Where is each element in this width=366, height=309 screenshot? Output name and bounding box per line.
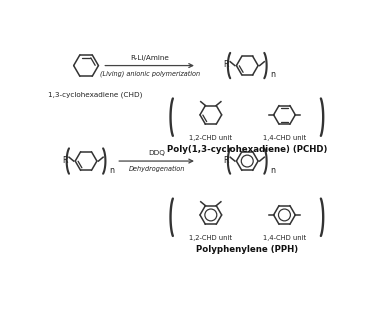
Text: R: R — [223, 60, 229, 69]
Text: Dehydrogenation: Dehydrogenation — [128, 166, 185, 172]
Text: R-Li/Amine: R-Li/Amine — [130, 55, 169, 61]
Text: Polyphenylene (PPH): Polyphenylene (PPH) — [196, 245, 298, 254]
Text: 1,4-CHD unit: 1,4-CHD unit — [263, 135, 306, 141]
Text: n: n — [270, 166, 276, 175]
Text: 1,2-CHD unit: 1,2-CHD unit — [189, 135, 232, 141]
Text: Poly(1,3-cyclohexadiene) (PCHD): Poly(1,3-cyclohexadiene) (PCHD) — [167, 145, 328, 154]
Text: n: n — [109, 166, 114, 175]
Text: R: R — [62, 156, 67, 165]
Text: 1,4-CHD unit: 1,4-CHD unit — [263, 235, 306, 241]
Text: (Living) anionic polymerization: (Living) anionic polymerization — [100, 70, 200, 77]
Text: 1,2-CHD unit: 1,2-CHD unit — [189, 235, 232, 241]
Text: 1,3-cyclohexadiene (CHD): 1,3-cyclohexadiene (CHD) — [48, 92, 142, 98]
Text: DDQ: DDQ — [148, 150, 165, 156]
Text: n: n — [270, 70, 276, 79]
Text: R: R — [223, 156, 229, 165]
